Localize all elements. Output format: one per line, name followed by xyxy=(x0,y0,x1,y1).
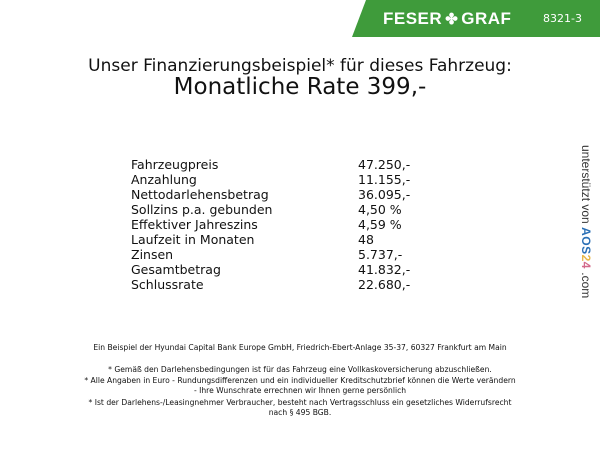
finance-value: 11.155,- xyxy=(358,172,411,187)
finance-value: 41.832,- xyxy=(358,262,411,277)
vehicle-code: 8321-3 xyxy=(543,12,582,25)
clover-icon: ✤ xyxy=(445,11,459,28)
finance-label: Nettodarlehensbetrag xyxy=(131,187,269,202)
finance-row: Gesamtbetrag 41.832,- xyxy=(131,262,431,277)
finance-label: Effektiver Jahreszins xyxy=(131,217,258,232)
footer-note-1: * Gemäß den Darlehensbedingungen ist für… xyxy=(108,365,492,374)
footer-note-3b: nach § 495 BGB. xyxy=(268,408,332,417)
brand-left: FESER xyxy=(383,9,443,28)
finance-row: Anzahlung 11.155,- xyxy=(131,172,431,187)
footer-bank: Ein Beispiel der Hyundai Capital Bank Eu… xyxy=(93,343,507,352)
finance-row: Nettodarlehensbetrag 36.095,- xyxy=(131,187,431,202)
brand-banner xyxy=(352,0,600,37)
footer-note-2b: - Ihre Wunschrate errechnen wir Ihnen ge… xyxy=(193,386,407,395)
finance-row: Schlussrate 22.680,- xyxy=(131,277,431,292)
monthly-rate: Monatliche Rate 399,- xyxy=(173,74,427,100)
headline: Unser Finanzierungsbeispiel* für dieses … xyxy=(88,56,512,76)
finance-row: Fahrzeugpreis 47.250,- xyxy=(131,157,431,172)
finance-row: Zinsen 5.737,- xyxy=(131,247,431,262)
finance-label: Fahrzeugpreis xyxy=(131,157,219,172)
finance-value: 5.737,- xyxy=(358,247,403,262)
finance-label: Sollzins p.a. gebunden xyxy=(131,202,273,217)
finance-label: Laufzeit in Monaten xyxy=(131,232,255,247)
finance-value: 48 xyxy=(358,232,374,247)
finance-value: 4,59 % xyxy=(358,217,402,232)
finance-label: Anzahlung xyxy=(131,172,197,187)
finance-label: Schlussrate xyxy=(131,277,204,292)
finance-label: Zinsen xyxy=(131,247,174,262)
finance-value: 36.095,- xyxy=(358,187,411,202)
brand-right: GRAF xyxy=(461,9,512,28)
finance-row: Effektiver Jahreszins 4,59 % xyxy=(131,217,431,232)
finance-table: Fahrzeugpreis 47.250,- Anzahlung 11.155,- Ne… xyxy=(131,157,431,292)
sponsor-suffix: .com xyxy=(579,272,593,299)
finance-value: 22.680,- xyxy=(358,277,411,292)
footer-note-2: * Alle Angaben in Euro - Rundungsdiffere… xyxy=(84,376,516,385)
finance-row: Laufzeit in Monaten 48 xyxy=(131,232,431,247)
finance-row: Sollzins p.a. gebunden 4,50 % xyxy=(131,202,431,217)
finance-value: 4,50 % xyxy=(358,202,402,217)
finance-label: Gesamtbetrag xyxy=(131,262,221,277)
aos24-logo: AOS24 xyxy=(579,227,593,269)
sponsor-credit: unterstützt von AOS24 .com xyxy=(573,145,593,310)
feser-graf-logo: FESER ✤ GRAF xyxy=(383,9,511,29)
finance-value: 47.250,- xyxy=(358,157,411,172)
sponsor-prefix: unterstützt von xyxy=(579,145,593,224)
footer-note-3: * Ist der Darlehens-/Leasingnehmer Verbr… xyxy=(88,398,512,407)
